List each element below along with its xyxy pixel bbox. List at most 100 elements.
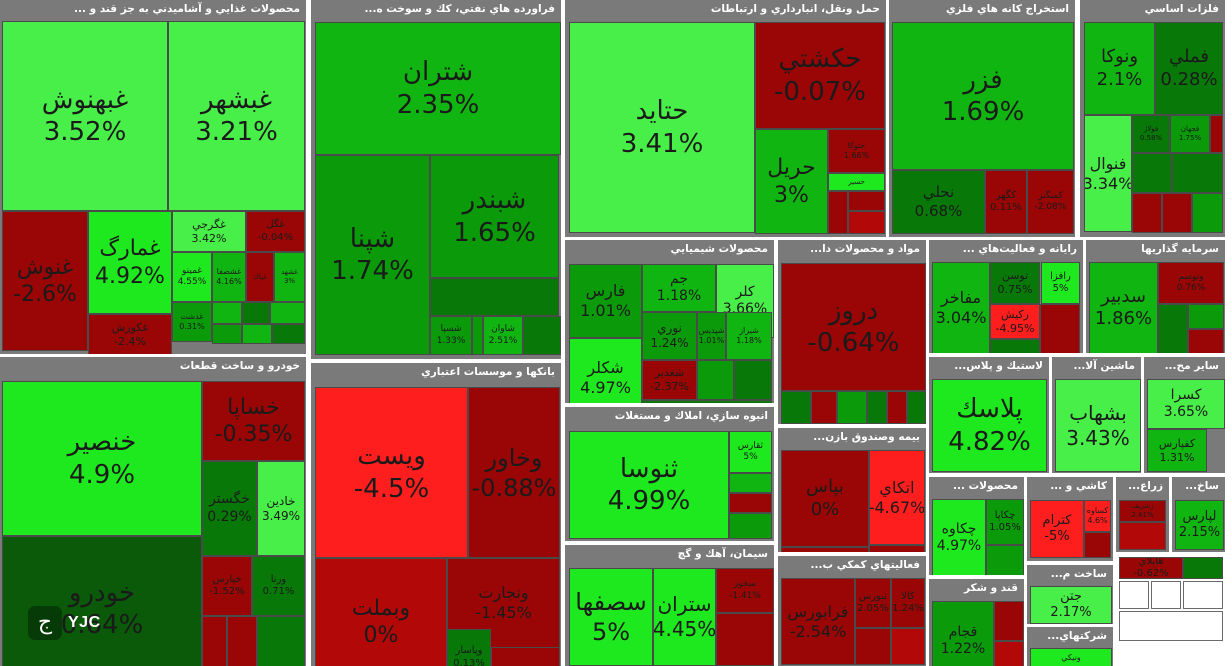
- stock-tile[interactable]: كالا 1.24%: [891, 578, 925, 628]
- sector-plastic[interactable]: لاستيك و پلاس... پلاسك 4.82%: [929, 357, 1049, 473]
- minor-stock-tile[interactable]: [848, 211, 885, 234]
- minor-stock-tile[interactable]: [523, 316, 561, 355]
- sector-banks[interactable]: بانكها و موسسات اعتباري ويست -4.5% وخاور -0.…: [311, 363, 561, 666]
- minor-stock-tile[interactable]: [1188, 329, 1224, 353]
- stock-tile[interactable]: كمنگنز -2.08%: [1027, 170, 1074, 234]
- minor-stock-tile[interactable]: [990, 339, 1040, 353]
- stock-tile[interactable]: غمارگ 4.92%: [88, 211, 172, 314]
- stock-tile[interactable]: وتجارت -1.45%: [447, 558, 560, 648]
- sector-agri[interactable]: زراع... زشريف 2.41%: [1116, 477, 1169, 552]
- minor-stock-tile[interactable]: [729, 473, 772, 493]
- sector-title[interactable]: زراع...: [1128, 480, 1163, 492]
- stock-tile[interactable]: ونوكا 2.1%: [1084, 22, 1155, 115]
- stock-tile[interactable]: وپاسار 0.13%: [447, 629, 491, 666]
- sector-transport[interactable]: حمل ونقل، انبارداري و ارتباطات حتايد 3.41%…: [565, 0, 886, 237]
- minor-stock-tile[interactable]: [811, 391, 837, 424]
- stock-tile[interactable]: چكاپا 1.05%: [986, 499, 1024, 545]
- stock-tile[interactable]: خساپا -0.35%: [202, 381, 305, 461]
- minor-stock-tile[interactable]: [242, 302, 270, 324]
- stock-tile[interactable]: نحلي 0.68%: [892, 170, 985, 234]
- stock-tile[interactable]: بپاس 0%: [781, 450, 869, 547]
- stock-tile[interactable]: غشصفا 4.16%: [212, 252, 246, 302]
- sector-title[interactable]: بيمه وصندوق بازن...: [813, 431, 920, 443]
- sector-title[interactable]: استخراج كانه هاي فلزي: [946, 3, 1069, 15]
- minor-stock-tile[interactable]: [848, 191, 885, 211]
- stock-tile[interactable]: فنوال 3.34%: [1084, 115, 1132, 232]
- sector-title[interactable]: بانكها و موسسات اعتباري: [421, 366, 555, 378]
- minor-stock-tile[interactable]: [781, 391, 811, 424]
- stock-tile[interactable]: نوري 1.24%: [642, 312, 697, 360]
- minor-stock-tile[interactable]: [1183, 581, 1223, 609]
- sector-title[interactable]: ساخت م...: [1050, 568, 1107, 580]
- sector-oil[interactable]: فراورده هاي نفتي، كك و سوخت ه... شتران 2.3…: [311, 0, 561, 359]
- sector-title[interactable]: انبوه سازي، املاك و مستغلات: [614, 410, 768, 422]
- minor-stock-tile[interactable]: [1132, 153, 1172, 193]
- stock-tile[interactable]: شغدير -2.37%: [642, 360, 697, 400]
- minor-stock-tile[interactable]: [986, 545, 1024, 575]
- sector-other-mining[interactable]: ساير مح... كسرا 3.65% كفپارس 1.31%: [1144, 357, 1225, 473]
- minor-stock-tile[interactable]: [642, 400, 772, 403]
- sector-investment[interactable]: سرمايه گذاريها سدبير 1.86% وتوسم 0.76%: [1086, 240, 1225, 353]
- sector-title[interactable]: لاستيك و پلاس...: [954, 360, 1043, 372]
- stock-tile[interactable]: جتن 2.17%: [1030, 586, 1112, 624]
- stock-tile[interactable]: سخوز -1.41%: [716, 568, 774, 613]
- stock-tile[interactable]: حريل 3%: [755, 129, 828, 234]
- stock-tile[interactable]: كسرا 3.65%: [1147, 379, 1225, 429]
- stock-tile[interactable]: زشريف 2.41%: [1119, 500, 1166, 522]
- sector-aux[interactable]: فعاليتهاي كمكي ب... فرابورس -2.54% تبورس 2.0…: [778, 556, 926, 666]
- stock-tile[interactable]: غگل -0.04%: [246, 211, 305, 252]
- stock-tile[interactable]: حتايد 3.41%: [569, 22, 755, 233]
- minor-stock-tile[interactable]: [697, 360, 734, 400]
- minor-stock-tile[interactable]: [1132, 193, 1162, 233]
- stock-tile[interactable]: چكاوه 4.97%: [932, 499, 986, 575]
- sector-products[interactable]: محصولات ... چكاوه 4.97% چكاپا 1.05%: [929, 477, 1024, 575]
- sector-build2[interactable]: ساخت م... جتن 2.17%: [1027, 565, 1113, 624]
- stock-tile[interactable]: وخاور -0.88%: [468, 387, 560, 558]
- minor-stock-tile[interactable]: [1119, 522, 1166, 550]
- sector-it[interactable]: رايانه و فعاليت‌هاي ... مفاخر 3.04% توسن 0.7…: [929, 240, 1083, 353]
- minor-stock-tile[interactable]: [1158, 304, 1188, 353]
- sector-title[interactable]: سيمان، آهك و گچ: [677, 548, 768, 560]
- sector-metal-mining[interactable]: استخراج كانه هاي فلزي فزر 1.69% نحلي 0.68% كگ…: [889, 0, 1075, 237]
- stock-tile[interactable]: ثقارس 5%: [729, 431, 772, 473]
- minor-stock-tile[interactable]: [994, 601, 1024, 641]
- stock-tile[interactable]: غشهد 3%: [274, 252, 305, 302]
- stock-tile[interactable]: شپنا 1.74%: [315, 155, 430, 355]
- stock-tile[interactable]: غبشهر 3.21%: [168, 21, 305, 211]
- minor-stock-tile[interactable]: [837, 391, 867, 424]
- minor-stock-tile[interactable]: [212, 324, 242, 344]
- stock-tile[interactable]: ورنا 0.71%: [252, 556, 305, 616]
- minor-stock-tile[interactable]: [891, 628, 925, 665]
- minor-stock-tile[interactable]: [202, 616, 227, 666]
- stock-tile[interactable]: ستران 4.45%: [653, 568, 716, 666]
- minor-stock-tile[interactable]: [729, 513, 772, 539]
- stock-tile[interactable]: ونيكي: [1030, 648, 1112, 666]
- sector-construction[interactable]: ساخ... لپارس 2.15%: [1172, 477, 1225, 552]
- sector-multi[interactable]: شركتهاي... ونيكي: [1027, 627, 1113, 666]
- minor-stock-tile[interactable]: [1119, 581, 1149, 609]
- stock-tile[interactable]: غگرجي 3.42%: [172, 211, 246, 252]
- stock-tile[interactable]: فرابورس -2.54%: [781, 578, 855, 665]
- stock-tile[interactable]: خادين 3.49%: [257, 461, 305, 556]
- stock-tile[interactable]: رافزا 5%: [1041, 262, 1080, 304]
- sector-basic-metals[interactable]: فلزات اساسي ونوكا 2.1% فملي 0.28% فنوال 3.34% ف…: [1080, 0, 1225, 237]
- stock-tile[interactable]: پلاسك 4.82%: [932, 379, 1047, 472]
- sector-chemicals[interactable]: محصولات شيميايي فارس 1.01% جم 1.18% كلر 3.66% ش…: [565, 240, 774, 403]
- stock-tile[interactable]: فجهان 1.75%: [1170, 115, 1210, 153]
- sector-title[interactable]: محصولات شيميايي: [670, 243, 768, 255]
- sector-title[interactable]: مواد و محصولات دا...: [810, 243, 920, 255]
- minor-stock-tile[interactable]: [1172, 153, 1223, 193]
- minor-stock-tile[interactable]: [867, 391, 887, 424]
- stock-tile[interactable]: خگستر 0.29%: [202, 461, 257, 556]
- minor-stock-tile[interactable]: [1183, 557, 1223, 579]
- stock-tile[interactable]: ثنوسا 4.99%: [569, 431, 729, 539]
- stock-tile[interactable]: تبورس 2.05%: [855, 578, 891, 628]
- sector-materials[interactable]: مواد و محصولات دا... دروز -0.64%: [778, 240, 926, 424]
- stock-tile[interactable]: غبهنوش 3.52%: [2, 21, 168, 211]
- stock-tile[interactable]: لپارس 2.15%: [1175, 500, 1224, 550]
- minor-stock-tile[interactable]: [1210, 115, 1223, 153]
- sector-title[interactable]: رايانه و فعاليت‌هاي ...: [962, 243, 1077, 255]
- stock-tile[interactable]: شيراز 1.18%: [726, 312, 772, 360]
- stock-tile[interactable]: غدشت 0.31%: [172, 302, 212, 342]
- sector-title[interactable]: سرمايه گذاريها: [1141, 243, 1219, 255]
